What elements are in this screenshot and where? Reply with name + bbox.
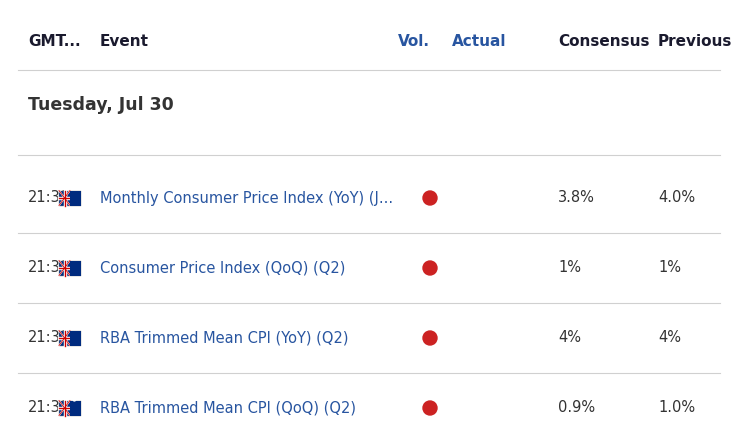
Text: Consumer Price Index (QoQ) (Q2): Consumer Price Index (QoQ) (Q2) <box>100 260 345 276</box>
Circle shape <box>423 191 437 205</box>
Text: Actual: Actual <box>452 34 506 49</box>
Circle shape <box>423 261 437 275</box>
Text: 21:30: 21:30 <box>28 191 70 206</box>
FancyBboxPatch shape <box>59 331 81 345</box>
Text: Event: Event <box>100 34 149 49</box>
Circle shape <box>423 331 437 345</box>
Text: 1%: 1% <box>658 260 681 276</box>
Text: 0.9%: 0.9% <box>558 401 595 415</box>
Text: Vol.: Vol. <box>398 34 430 49</box>
Text: 1%: 1% <box>558 260 581 276</box>
Text: Previous: Previous <box>658 34 732 49</box>
Text: 4.0%: 4.0% <box>658 191 695 206</box>
Circle shape <box>77 390 80 393</box>
Text: 4%: 4% <box>658 331 681 345</box>
Text: GMT...: GMT... <box>28 34 80 49</box>
Text: 3.8%: 3.8% <box>558 191 595 206</box>
Text: 21:30: 21:30 <box>28 401 70 415</box>
FancyBboxPatch shape <box>59 401 81 415</box>
Text: Tuesday, Jul 30: Tuesday, Jul 30 <box>28 96 173 114</box>
Circle shape <box>72 392 74 395</box>
Text: RBA Trimmed Mean CPI (QoQ) (Q2): RBA Trimmed Mean CPI (QoQ) (Q2) <box>100 401 356 415</box>
Circle shape <box>423 401 437 415</box>
FancyBboxPatch shape <box>70 260 81 276</box>
FancyBboxPatch shape <box>70 331 81 345</box>
FancyBboxPatch shape <box>70 191 81 206</box>
Circle shape <box>73 398 75 401</box>
FancyBboxPatch shape <box>59 260 81 276</box>
Text: 4%: 4% <box>558 331 581 345</box>
Text: 21:30: 21:30 <box>28 260 70 276</box>
Text: 1.0%: 1.0% <box>658 401 695 415</box>
Text: 21:30: 21:30 <box>28 331 70 345</box>
FancyBboxPatch shape <box>59 191 81 206</box>
Text: Consensus: Consensus <box>558 34 649 49</box>
FancyBboxPatch shape <box>70 401 81 415</box>
Text: Monthly Consumer Price Index (YoY) (J...: Monthly Consumer Price Index (YoY) (J... <box>100 191 393 206</box>
Circle shape <box>77 396 79 399</box>
Text: RBA Trimmed Mean CPI (YoY) (Q2): RBA Trimmed Mean CPI (YoY) (Q2) <box>100 331 348 345</box>
